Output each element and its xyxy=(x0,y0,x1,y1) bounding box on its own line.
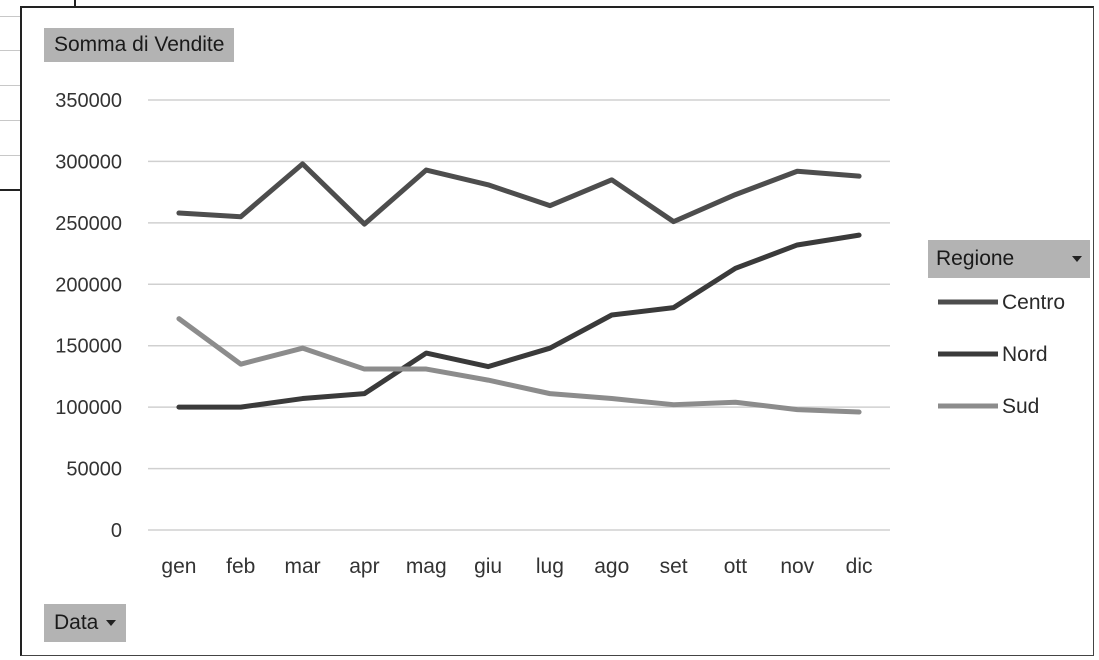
x-tick-label: giu xyxy=(474,555,502,578)
x-tick-label: ago xyxy=(594,555,629,578)
dropdown-arrow-icon xyxy=(1072,256,1082,262)
y-tick-label: 100000 xyxy=(55,397,122,419)
x-tick-label: set xyxy=(660,555,688,578)
x-tick-label: ott xyxy=(724,555,748,578)
value-field-label: Somma di Vendite xyxy=(54,33,225,56)
y-tick-label: 250000 xyxy=(55,213,122,235)
axis-field-button[interactable]: Data xyxy=(44,604,127,642)
axis-field-label: Data xyxy=(54,611,99,634)
sheet-row-border xyxy=(0,189,22,191)
x-tick-label: gen xyxy=(161,555,196,578)
x-tick-label: apr xyxy=(349,555,379,578)
x-tick-label: dic xyxy=(846,555,873,578)
value-field-button[interactable]: Somma di Vendite xyxy=(44,28,235,62)
legend-entry-nord[interactable]: Nord xyxy=(1002,343,1048,366)
x-tick-label: mar xyxy=(284,555,320,578)
x-tick-label: mag xyxy=(406,555,447,578)
y-tick-label: 0 xyxy=(111,520,122,542)
legend-entry-sud[interactable]: Sud xyxy=(1002,395,1039,418)
y-tick-label: 350000 xyxy=(55,90,122,112)
legend-field-button[interactable]: Regione xyxy=(928,240,1090,278)
y-tick-label: 300000 xyxy=(55,151,122,173)
legend-field-label: Regione xyxy=(936,247,1015,270)
x-tick-label: lug xyxy=(536,555,564,578)
dropdown-arrow-icon xyxy=(106,620,117,626)
y-tick-label: 200000 xyxy=(55,274,122,296)
series-line-sud[interactable] xyxy=(176,316,862,415)
y-tick-label: 50000 xyxy=(66,459,122,481)
series-line-centro[interactable] xyxy=(176,161,862,227)
legend-entry-centro[interactable]: Centro xyxy=(1002,291,1065,314)
x-tick-label: nov xyxy=(780,555,814,578)
sheet-column-border xyxy=(74,0,76,8)
series-line-nord[interactable] xyxy=(176,232,862,410)
x-tick-label: feb xyxy=(226,555,255,578)
y-tick-label: 150000 xyxy=(55,336,122,358)
